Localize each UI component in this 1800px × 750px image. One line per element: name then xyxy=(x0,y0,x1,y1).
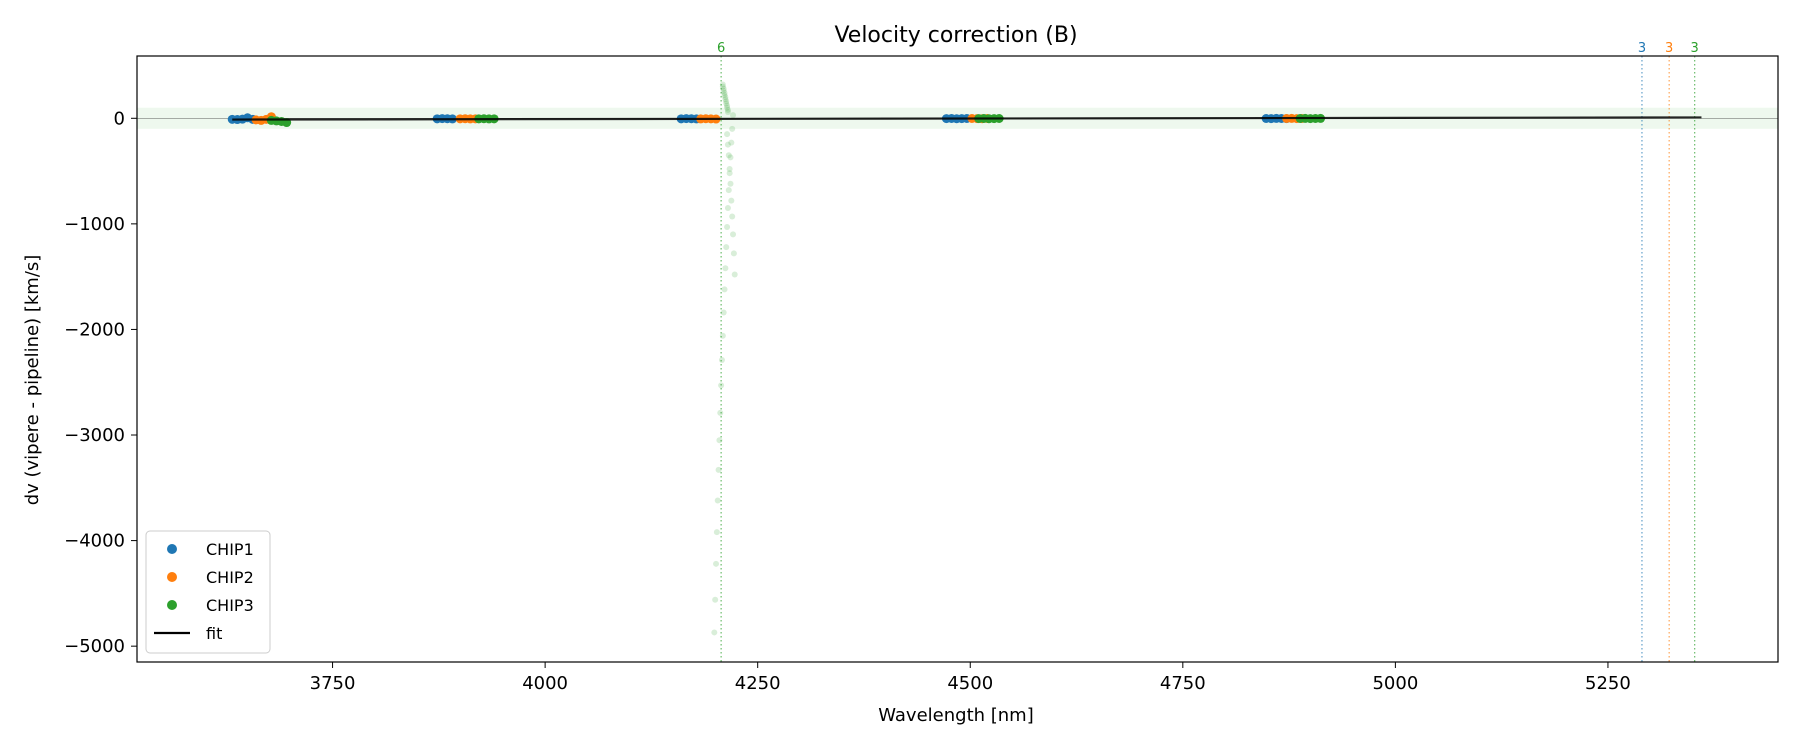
point-3-15 xyxy=(724,224,731,231)
legend-label-1: CHIP2 xyxy=(206,568,254,587)
point-3-2 xyxy=(713,560,720,567)
point-3-10 xyxy=(719,332,726,339)
x-tick-label-0: 3750 xyxy=(310,673,356,694)
point-3-7 xyxy=(717,409,724,416)
point-4-2 xyxy=(725,152,732,159)
point-3-11 xyxy=(720,309,727,316)
y-tick-label-0: 0 xyxy=(114,108,125,129)
point-3-17 xyxy=(725,187,732,194)
point-3-36 xyxy=(724,108,731,115)
x-tick-label-5: 5000 xyxy=(1372,673,1418,694)
legend-marker-1 xyxy=(167,572,177,582)
point-4-1 xyxy=(724,141,731,148)
point-3-9 xyxy=(718,357,725,364)
marker-label-3: 3 xyxy=(1691,41,1699,56)
point-3-19 xyxy=(727,154,734,161)
point-3-18 xyxy=(726,170,733,177)
point-3-26 xyxy=(720,87,727,94)
point-3-20 xyxy=(728,139,735,146)
y-axis-label: dv (vipere - pipeline) [km/s] xyxy=(22,255,43,506)
point-3-28 xyxy=(721,92,728,99)
x-tick-label-4: 4750 xyxy=(1160,673,1206,694)
point-3-27 xyxy=(721,89,728,96)
point-3-21 xyxy=(729,125,736,132)
point-3-1 xyxy=(712,596,719,603)
point-4-0 xyxy=(724,131,731,138)
point-4-4 xyxy=(727,180,734,187)
point-4-9 xyxy=(731,271,738,278)
legend-label-2: CHIP3 xyxy=(206,596,254,615)
y-tick-label-1: −1000 xyxy=(64,214,125,235)
y-tick-label-4: −4000 xyxy=(64,531,125,552)
x-tick-label-6: 5250 xyxy=(1585,673,1631,694)
point-3-23 xyxy=(719,81,726,88)
marker-label-1: 3 xyxy=(1638,41,1646,56)
point-3-25 xyxy=(720,85,727,92)
y-tick-label-5: −5000 xyxy=(64,636,125,657)
y-tick-label-3: −3000 xyxy=(64,425,125,446)
legend-marker-2 xyxy=(167,600,177,610)
x-tick-label-3: 4500 xyxy=(947,673,993,694)
x-axis-label: Wavelength [nm] xyxy=(878,705,1034,726)
plot-frame xyxy=(136,55,1779,663)
point-3-16 xyxy=(724,205,731,212)
legend-label-0: CHIP1 xyxy=(206,540,254,559)
fit-line xyxy=(232,116,1702,121)
y-tick-label-2: −2000 xyxy=(64,319,125,340)
point-3-4 xyxy=(714,497,721,504)
point-3-8 xyxy=(718,382,725,389)
point-3-34 xyxy=(724,104,731,111)
point-3-33 xyxy=(724,102,731,109)
chart-title: Velocity correction (B) xyxy=(834,23,1077,48)
point-3-22 xyxy=(730,112,737,119)
point-4-5 xyxy=(728,197,735,204)
point-4-7 xyxy=(730,231,737,238)
point-3-31 xyxy=(723,98,730,105)
point-3-14 xyxy=(723,244,730,251)
point-3-12 xyxy=(721,286,728,293)
legend-label-3: fit xyxy=(206,624,222,643)
point-4-6 xyxy=(729,213,736,220)
point-3-24 xyxy=(719,83,726,90)
marker-label-0: 6 xyxy=(717,41,725,56)
point-3-5 xyxy=(715,466,722,473)
legend-marker-0 xyxy=(167,544,177,554)
point-3-13 xyxy=(722,265,729,272)
point-4-3 xyxy=(726,165,733,172)
plot-area: 6 3 3 3 3750 4000 4250 4500 4750 5000 5250 0 −1000 −2… xyxy=(64,41,1779,694)
point-3-3 xyxy=(713,529,720,536)
point-3-0 xyxy=(711,629,718,636)
point-3-35 xyxy=(724,106,731,113)
x-tick-label-2: 4250 xyxy=(735,673,781,694)
point-3-6 xyxy=(716,437,723,444)
legend-box xyxy=(145,530,271,654)
marker-label-2: 3 xyxy=(1665,41,1673,56)
point-4-8 xyxy=(730,250,737,257)
x-tick-label-1: 4000 xyxy=(522,673,568,694)
point-3-30 xyxy=(722,96,729,103)
point-3-29 xyxy=(722,94,729,101)
point-3-32 xyxy=(723,100,730,107)
